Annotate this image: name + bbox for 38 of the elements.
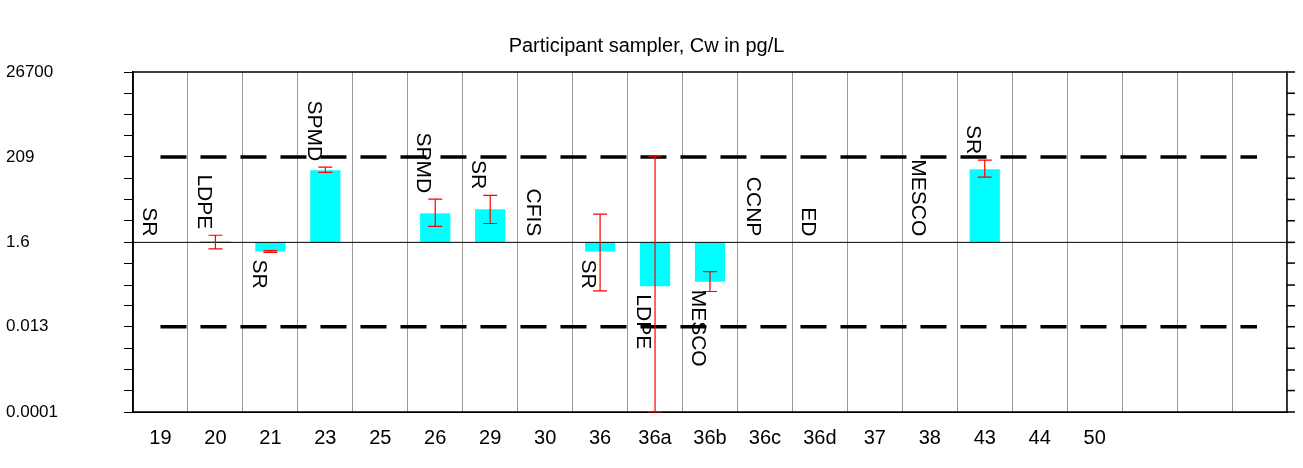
data-label: SR [248,259,272,289]
text: MESCO [908,159,932,237]
x-tick-label: 43 [973,425,996,448]
text: SR [138,207,162,237]
x-tick-label: 36a [638,425,673,448]
chart-title: Participant sampler, Cw in pg/L [508,33,785,56]
x-tick-label: 36c [748,425,782,448]
text: CCNP [743,176,767,237]
data-label: SPMD [303,100,327,162]
text: CFIS [523,188,547,237]
x-tick-label: 21 [259,425,282,448]
x-tick-label: 23 [314,425,337,448]
x-tick-label: 30 [534,425,557,448]
x-tick-label: 36 [588,425,612,448]
text: ED [798,207,822,237]
x-tick-label: 36d [803,425,837,448]
data-label: MESCO [688,289,712,367]
x-tick-label: 19 [149,425,172,448]
x-tick-label: 38 [918,425,941,448]
data-label: LDPE [193,174,217,230]
data-label: LDPE [633,294,657,350]
x-tick-label: 25 [369,425,392,448]
data-label: SPMD [413,132,437,194]
y-tick-label: 1.6 [6,232,30,252]
data-label: SR [468,160,492,190]
y-tick-label: 209 [6,146,35,166]
x-tick-label: 37 [863,425,886,448]
x-tick-label: 26 [424,425,447,448]
x-tick-label: 36b [693,425,727,448]
y-tick-label: 0.013 [6,316,49,336]
y-tick-label: 0.0001 [6,401,58,421]
data-label: SR [962,124,986,155]
data-label: SR [578,259,602,289]
x-tick-label: 29 [479,425,502,448]
x-tick-label: 50 [1083,425,1106,448]
x-tick-label: 20 [204,425,227,448]
y-tick-label: 26700 [6,61,54,81]
x-tick-label: 44 [1028,425,1051,448]
